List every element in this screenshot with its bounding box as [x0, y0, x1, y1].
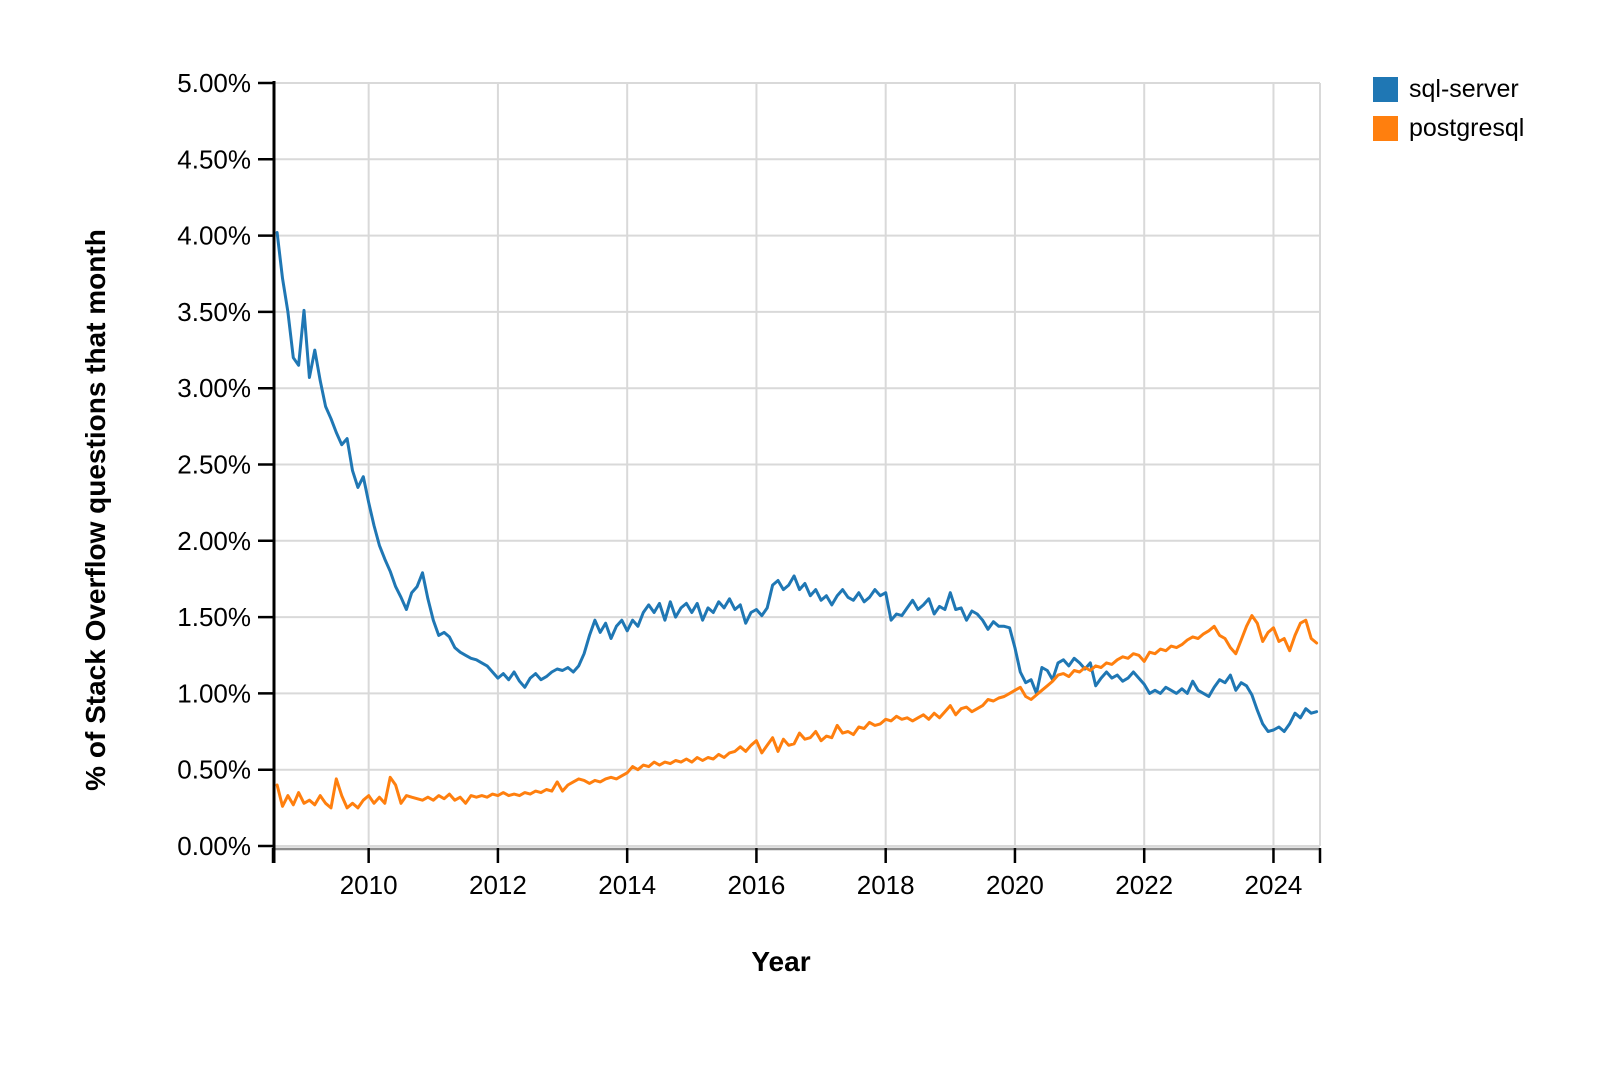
y-tick-label: 3.00% [177, 373, 251, 403]
y-tick-label: 2.00% [177, 526, 251, 556]
legend-swatch-sql-server-icon [1373, 77, 1398, 102]
legend-item-sql-server: sql-server [1373, 77, 1524, 102]
x-tick-label: 2016 [728, 870, 786, 900]
legend-label-sql-server: sql-server [1409, 75, 1519, 103]
y-tick-label: 4.50% [177, 144, 251, 174]
y-tick-label: 0.50% [177, 755, 251, 785]
y-tick-label: 5.00% [177, 68, 251, 98]
x-tick-label: 2010 [340, 870, 398, 900]
legend-label-postgresql: postgresql [1409, 114, 1525, 142]
y-tick-label: 1.00% [177, 678, 251, 708]
legend: sql-server postgresql [1373, 77, 1524, 141]
y-tick-label: 4.00% [177, 221, 251, 251]
x-axis-title: Year [751, 946, 811, 977]
y-tick-label: 1.50% [177, 602, 251, 632]
legend-item-postgresql: postgresql [1373, 116, 1524, 141]
y-tick-label: 2.50% [177, 450, 251, 480]
x-tick-label: 2014 [598, 870, 656, 900]
y-axis-title: % of Stack Overflow questions that month [80, 229, 111, 791]
x-tick-label: 2012 [469, 870, 527, 900]
x-tick-label: 2022 [1115, 870, 1173, 900]
x-tick-label: 2018 [857, 870, 915, 900]
series-line-postgresql [275, 614, 1319, 810]
legend-swatch-postgresql-icon [1373, 116, 1398, 141]
y-tick-label: 3.50% [177, 297, 251, 327]
x-tick-label: 2020 [986, 870, 1044, 900]
series-line-sql-server [275, 231, 1319, 733]
y-tick-label: 0.00% [177, 831, 251, 861]
x-tick-label: 2024 [1245, 870, 1303, 900]
